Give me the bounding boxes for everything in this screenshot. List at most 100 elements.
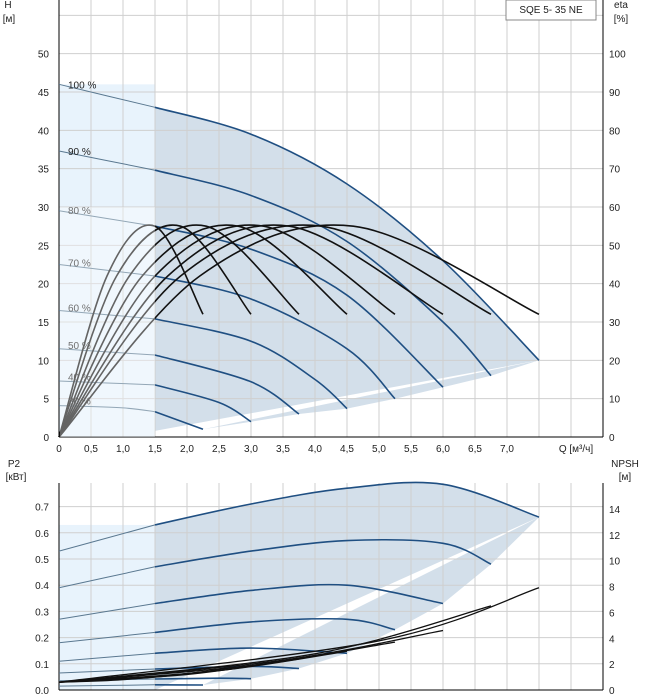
efficiency-curve xyxy=(58,224,348,438)
y-tick-label-right: 4 xyxy=(609,634,615,645)
y-tick-label-left: 0.6 xyxy=(35,529,49,540)
speed-label: 60 % xyxy=(68,304,91,315)
power-curve xyxy=(154,539,492,568)
speed-label: 30 % xyxy=(68,396,91,407)
y-tick-label-right: 50 xyxy=(609,241,621,252)
head-curve-thin xyxy=(58,150,156,171)
x-tick-label: 3,5 xyxy=(276,444,290,455)
y-tick-label-left: 10 xyxy=(38,356,50,367)
y-axis-unit-right: [м] xyxy=(619,472,632,483)
speed-label: 80 % xyxy=(68,206,91,217)
speed-label: 40 % xyxy=(68,373,91,384)
head-curve-thin xyxy=(58,83,156,108)
y-tick-label-right: 90 xyxy=(609,88,621,99)
efficiency-curve xyxy=(58,224,396,438)
y-tick-label-left: 0.3 xyxy=(35,607,49,618)
head-curve-thin xyxy=(58,380,156,386)
y-axis-label-right: eta xyxy=(614,0,628,11)
efficiency-curve xyxy=(58,224,444,438)
y-tick-label-right: 0 xyxy=(609,686,615,697)
y-tick-label-right: 40 xyxy=(609,280,621,291)
x-tick-label: 0,5 xyxy=(84,444,98,455)
low-flow-area xyxy=(59,524,155,690)
x-axis-label: Q [м³/ч] xyxy=(559,444,594,455)
head-curve xyxy=(154,384,252,423)
y-tick-label-right: 70 xyxy=(609,165,621,176)
y-tick-label-right: 6 xyxy=(609,608,615,619)
y-tick-label-left: 25 xyxy=(38,241,50,252)
power-curve-thin xyxy=(58,684,156,687)
power-curve xyxy=(154,583,444,605)
efficiency-curve xyxy=(58,224,492,438)
head-curve-thin xyxy=(58,348,156,356)
power-curve-thin xyxy=(58,566,156,589)
y-axis-label-right: NPSH xyxy=(611,459,639,470)
head-curve xyxy=(154,169,492,377)
x-tick-label: 5,5 xyxy=(404,444,418,455)
power-curve-thin xyxy=(58,668,156,674)
x-tick-label: 6,5 xyxy=(468,444,482,455)
y-tick-label-right: 0 xyxy=(609,433,615,444)
efficiency-curve xyxy=(58,224,540,438)
y-tick-label-left: 0.7 xyxy=(35,503,49,514)
y-tick-label-left: 35 xyxy=(38,165,50,176)
y-axis-label-left: P2 xyxy=(8,459,21,470)
y-tick-label-right: 60 xyxy=(609,203,621,214)
x-tick-label: 2,0 xyxy=(180,444,194,455)
low-flow-shade xyxy=(60,207,155,437)
power-curve xyxy=(154,677,252,680)
y-tick-label-left: 0.4 xyxy=(35,581,49,592)
power-curve-thin xyxy=(58,652,156,662)
x-tick-label: 2,5 xyxy=(212,444,226,455)
y-tick-label-left: 45 xyxy=(38,88,50,99)
y-tick-label-right: 30 xyxy=(609,318,621,329)
y-tick-label-left: 0 xyxy=(43,433,49,444)
speed-label: 100 % xyxy=(68,80,96,91)
power-curve-thin xyxy=(58,603,156,620)
x-tick-label: 1,0 xyxy=(116,444,130,455)
speed-label: 70 % xyxy=(68,258,91,269)
chart-title: SQE 5- 35 NE xyxy=(519,5,583,16)
y-tick-label-right: 20 xyxy=(609,356,621,367)
head-curve xyxy=(154,275,396,400)
y-tick-label-right: 2 xyxy=(609,660,615,671)
head-curve-thin xyxy=(58,310,156,320)
y-tick-label-right: 10 xyxy=(609,557,621,568)
x-tick-label: 6,0 xyxy=(436,444,450,455)
y-tick-label-left: 0.1 xyxy=(35,660,49,671)
x-tick-label: 1,5 xyxy=(148,444,162,455)
y-tick-label-left: 40 xyxy=(38,126,50,137)
efficiency-curve xyxy=(58,224,300,438)
head-curve xyxy=(154,106,540,361)
y-tick-label-right: 10 xyxy=(609,395,621,406)
y-tick-label-right: 100 xyxy=(609,50,626,61)
y-tick-label-right: 8 xyxy=(609,583,615,594)
speed-label: 90 % xyxy=(68,147,91,158)
y-axis-unit-left: [м] xyxy=(3,14,16,25)
head-curve xyxy=(154,225,444,388)
speed-label: 50 % xyxy=(68,341,91,352)
y-tick-label-left: 30 xyxy=(38,203,50,214)
x-tick-label: 5,0 xyxy=(372,444,386,455)
y-tick-label-right: 14 xyxy=(609,505,621,516)
y-axis-unit-right: [%] xyxy=(614,14,629,25)
x-tick-label: 4,0 xyxy=(308,444,322,455)
npsh-curve xyxy=(58,605,492,683)
power-curve-thin xyxy=(58,631,156,644)
npsh-curve xyxy=(58,587,540,683)
y-tick-label-left: 20 xyxy=(38,280,50,291)
y-tick-label-left: 0.5 xyxy=(35,555,49,566)
y-tick-label-left: 50 xyxy=(38,50,50,61)
x-tick-label: 7,0 xyxy=(500,444,514,455)
head-curve xyxy=(154,410,204,431)
head-curve xyxy=(154,318,348,410)
y-tick-label-left: 0.0 xyxy=(35,686,49,697)
y-tick-label-right: 80 xyxy=(609,126,621,137)
y-tick-label-left: 0.2 xyxy=(35,634,49,645)
power-curve xyxy=(154,618,396,634)
y-axis-label-left: H xyxy=(4,0,11,11)
power-curve xyxy=(154,481,540,526)
x-tick-label: 3,0 xyxy=(244,444,258,455)
head-curve-thin xyxy=(58,264,156,277)
power-curve-thin xyxy=(58,524,156,552)
